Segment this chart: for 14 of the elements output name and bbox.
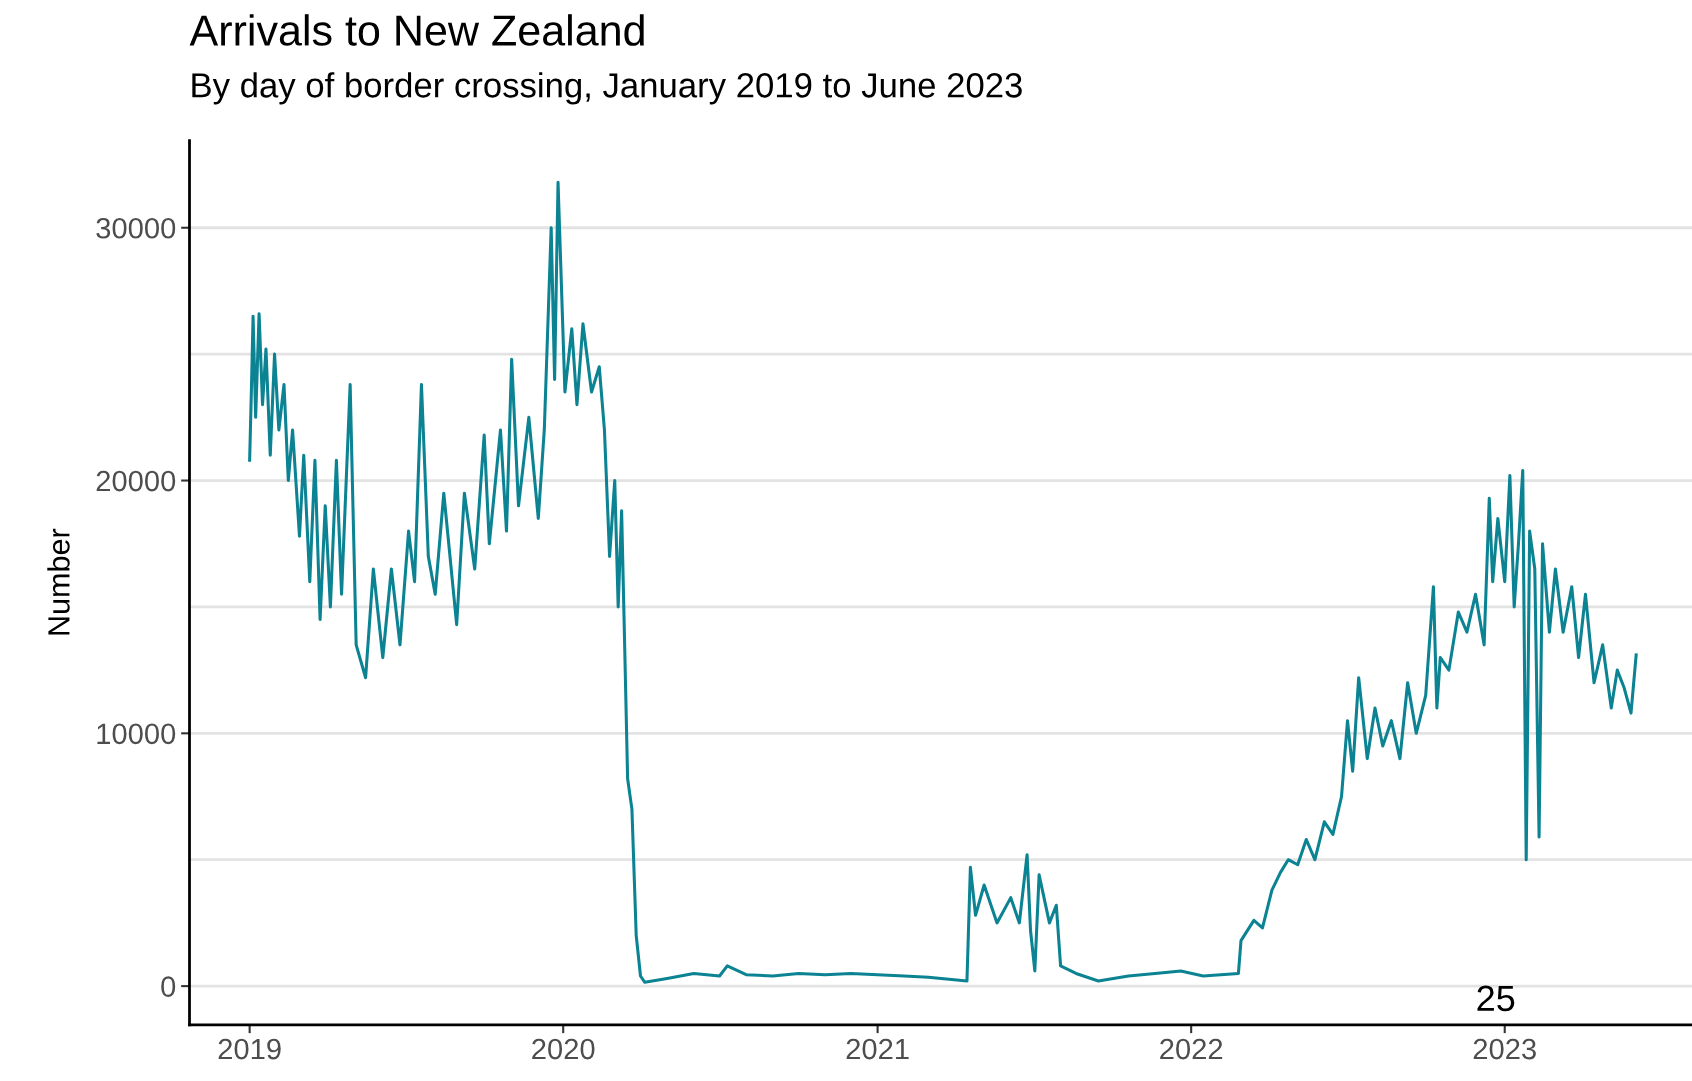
x-tick-label: 2019 — [218, 1038, 281, 1060]
chart-subtitle: By day of border crossing, January 2019 to June 2023 — [192, 72, 1022, 105]
y-tick-label: 10000 — [97, 723, 176, 745]
y-axis-title: Number — [47, 528, 70, 635]
x-tick-label: 2021 — [846, 1038, 909, 1060]
x-tick-label: 2020 — [532, 1038, 595, 1060]
y-tick-label: 20000 — [96, 470, 176, 492]
y-tick-label: 0 — [161, 976, 176, 997]
y-tick-label: 30000 — [96, 217, 176, 239]
x-tick-label: 2022 — [1160, 1038, 1223, 1060]
x-tick-label: 2023 — [1473, 1038, 1536, 1060]
chart-title: Arrivals to New Zealand — [189, 14, 644, 46]
line-series — [248, 180, 1638, 984]
annotation: 25 — [1477, 985, 1515, 1012]
